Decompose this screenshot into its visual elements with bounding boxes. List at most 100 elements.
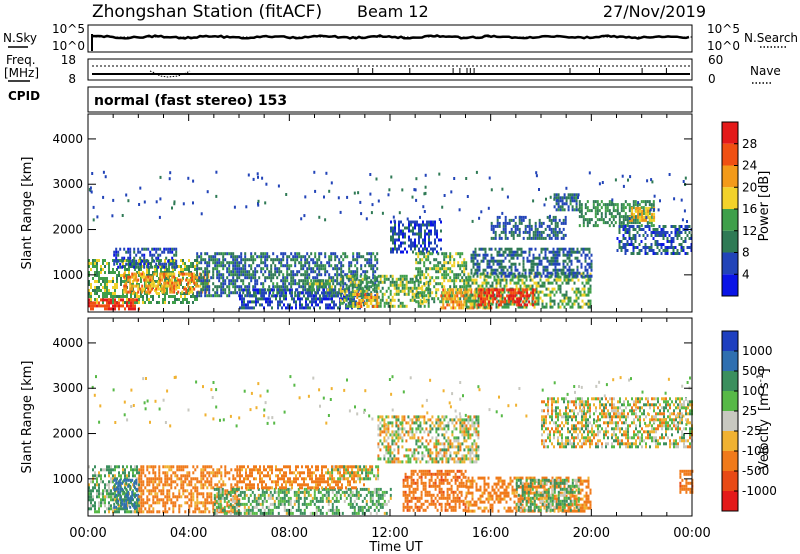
power-cell bbox=[518, 262, 521, 266]
power-cell bbox=[496, 221, 499, 225]
power-cell bbox=[137, 250, 140, 254]
power-cell bbox=[252, 255, 255, 259]
power-cell bbox=[102, 268, 104, 271]
power-cell bbox=[145, 281, 148, 285]
power-cell bbox=[535, 284, 538, 288]
power-cell bbox=[272, 285, 275, 289]
power-cell bbox=[554, 256, 557, 260]
power-cell bbox=[678, 252, 681, 255]
power-cell bbox=[417, 267, 420, 271]
power-cell bbox=[173, 284, 176, 288]
power-cell bbox=[554, 218, 557, 222]
velocity-cell bbox=[96, 489, 98, 493]
power-cell bbox=[406, 226, 408, 230]
power-cell bbox=[275, 297, 277, 301]
velocity-cell bbox=[133, 484, 136, 488]
power-cell bbox=[430, 229, 432, 233]
power-cell bbox=[482, 306, 485, 310]
power-cell bbox=[284, 282, 287, 286]
noise-strip-frame bbox=[87, 24, 693, 53]
power-cell bbox=[168, 295, 170, 298]
power-cell bbox=[549, 296, 552, 300]
power-cell bbox=[156, 301, 158, 304]
power-cell bbox=[222, 267, 225, 271]
velocity-cell bbox=[110, 492, 112, 496]
power-cell bbox=[116, 280, 118, 283]
power-cell bbox=[682, 246, 685, 249]
power-cell bbox=[305, 291, 307, 295]
power-cell bbox=[120, 277, 122, 280]
velocity-cell bbox=[127, 496, 130, 500]
power-cell bbox=[188, 271, 190, 274]
power-cell bbox=[562, 262, 565, 266]
velocity-cell bbox=[146, 495, 149, 499]
power-cell bbox=[441, 282, 444, 286]
power-cell bbox=[559, 275, 562, 279]
power-cell bbox=[428, 235, 430, 239]
power-cell bbox=[387, 301, 390, 305]
power-cell bbox=[182, 301, 184, 304]
power-cell bbox=[622, 203, 625, 207]
power-data bbox=[88, 170, 693, 311]
velocity-cell bbox=[106, 495, 108, 499]
power-cell bbox=[365, 274, 368, 278]
power-cell bbox=[486, 291, 489, 295]
power-cell bbox=[634, 240, 637, 243]
power-cell bbox=[573, 196, 576, 200]
power-cell bbox=[502, 230, 505, 234]
power-cell bbox=[459, 264, 462, 268]
power-cell bbox=[277, 306, 279, 310]
velocity-cell bbox=[98, 507, 100, 511]
power-cell bbox=[112, 292, 114, 295]
power-cell bbox=[536, 227, 539, 231]
power-cell bbox=[435, 258, 438, 262]
power-cell bbox=[541, 284, 544, 288]
velocity-cell bbox=[146, 480, 149, 484]
power-cell bbox=[374, 270, 377, 274]
power-cell bbox=[680, 249, 683, 252]
power-cell bbox=[532, 230, 535, 234]
power-cell bbox=[644, 237, 647, 240]
power-cell bbox=[598, 218, 601, 222]
power-cell bbox=[637, 212, 640, 216]
velocity-cell bbox=[124, 510, 126, 514]
power-cell bbox=[485, 281, 488, 285]
power-cell bbox=[131, 287, 134, 291]
velocity-cell bbox=[108, 465, 110, 469]
power-cell bbox=[415, 267, 418, 271]
power-cell bbox=[90, 301, 92, 305]
power-cell bbox=[419, 261, 422, 265]
velocity-cell bbox=[88, 486, 90, 490]
power-cell bbox=[560, 236, 563, 240]
power-cell bbox=[441, 300, 444, 304]
power-cell bbox=[332, 279, 335, 283]
power-cell bbox=[355, 289, 358, 293]
power-cell bbox=[294, 252, 297, 256]
power-cell bbox=[92, 289, 94, 292]
power-cell bbox=[98, 274, 100, 277]
power-cell bbox=[392, 226, 394, 230]
power-cell bbox=[131, 259, 134, 263]
velocity-cell bbox=[88, 483, 90, 487]
power-cell bbox=[149, 278, 152, 282]
power-cell bbox=[163, 262, 166, 266]
power-cell bbox=[492, 300, 495, 304]
power-cell bbox=[500, 268, 503, 272]
power-cell bbox=[234, 270, 237, 274]
power-cell bbox=[528, 221, 531, 225]
power-cell bbox=[120, 283, 122, 286]
power-cell bbox=[172, 259, 174, 262]
power-cell bbox=[190, 295, 192, 298]
power-cell bbox=[90, 292, 92, 295]
power-cell bbox=[415, 286, 418, 290]
power-cell bbox=[161, 272, 164, 276]
power-cell bbox=[614, 178, 617, 182]
power-cell bbox=[359, 280, 362, 284]
velocity-cell bbox=[92, 495, 94, 499]
power-cell bbox=[198, 291, 201, 295]
power-cell bbox=[311, 297, 313, 301]
power-cell bbox=[596, 218, 599, 222]
velocity-cell bbox=[128, 474, 130, 478]
power-cell bbox=[485, 302, 488, 306]
